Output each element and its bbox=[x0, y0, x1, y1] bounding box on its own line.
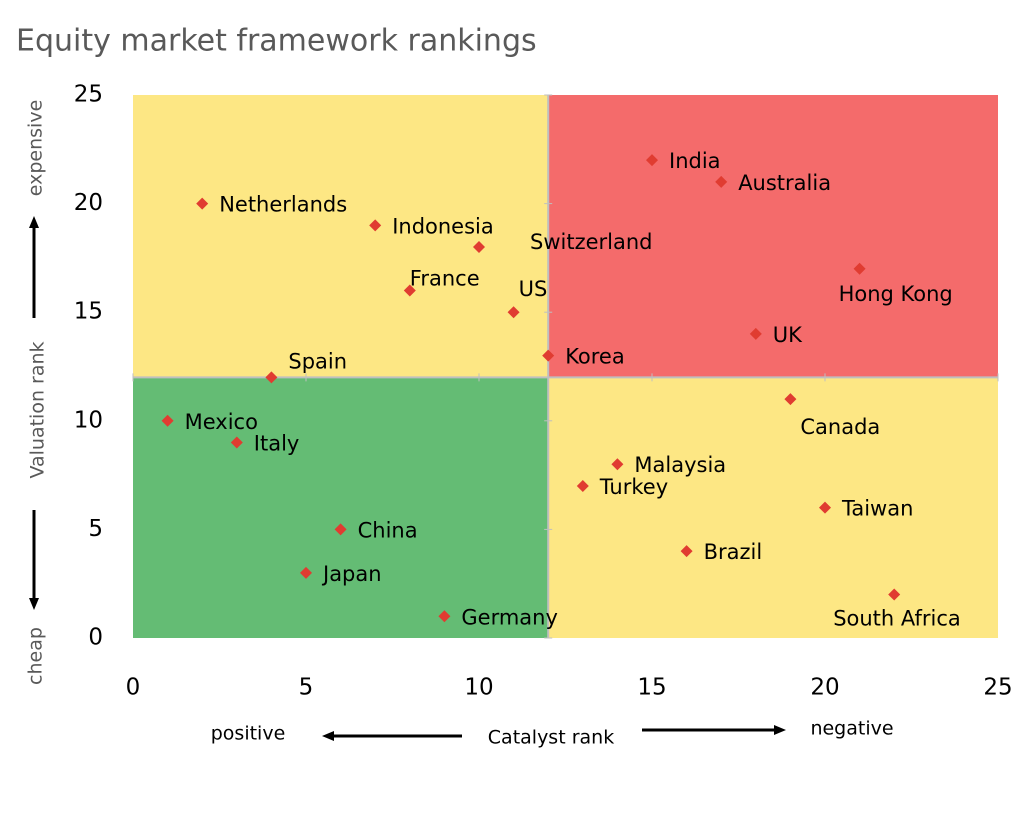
plot-area: 0 5 10 15 20 25 0 5 10 15 20 25 Netherlands Indonesia… bbox=[74, 82, 1013, 701]
point-label: Indonesia bbox=[392, 214, 494, 238]
point-label: Hong Kong bbox=[839, 282, 953, 306]
point bbox=[646, 154, 658, 167]
point-label: Netherlands bbox=[219, 193, 347, 217]
quadrant bbox=[548, 95, 998, 378]
point bbox=[576, 479, 589, 492]
point-label: India bbox=[669, 149, 721, 173]
y-tick-label: 25 bbox=[74, 82, 103, 108]
point bbox=[473, 241, 485, 254]
point bbox=[300, 566, 312, 579]
point bbox=[611, 458, 624, 471]
arrow-head bbox=[322, 731, 334, 741]
point-label: Japan bbox=[321, 562, 382, 586]
point bbox=[196, 197, 209, 210]
x-tick-label: 25 bbox=[983, 675, 1012, 701]
point-label: Taiwan bbox=[841, 497, 913, 521]
point bbox=[819, 501, 831, 514]
point bbox=[542, 349, 555, 362]
point bbox=[403, 284, 416, 297]
point-label: Switzerland bbox=[530, 230, 653, 254]
y-tick-label: 10 bbox=[74, 407, 103, 433]
point-label: Italy bbox=[254, 432, 300, 456]
point bbox=[161, 414, 174, 427]
point bbox=[507, 306, 520, 319]
x-tick-label: 15 bbox=[637, 675, 666, 701]
point-label: China bbox=[358, 518, 418, 542]
point-label: Canada bbox=[800, 415, 880, 439]
point bbox=[715, 175, 728, 188]
arrow-head bbox=[29, 598, 39, 610]
y-tick-label: 15 bbox=[74, 299, 103, 325]
chart-title: Equity market framework rankings bbox=[16, 24, 537, 59]
point bbox=[230, 436, 243, 449]
y-high-label: expensive bbox=[25, 100, 47, 197]
point bbox=[784, 393, 797, 406]
quadrant bbox=[133, 377, 549, 638]
y-tick-label: 0 bbox=[88, 625, 103, 651]
point bbox=[888, 588, 901, 601]
y-tick-label: 20 bbox=[74, 190, 103, 216]
point bbox=[853, 262, 866, 275]
point-label: Malaysia bbox=[634, 453, 726, 477]
point-label: UK bbox=[773, 323, 803, 347]
point bbox=[369, 219, 382, 232]
point bbox=[680, 545, 693, 558]
x-tick-label: 10 bbox=[464, 675, 493, 701]
point bbox=[438, 610, 451, 623]
x-high-label: negative bbox=[810, 718, 893, 740]
quadrant bbox=[133, 95, 549, 378]
x-tick-label: 20 bbox=[810, 675, 839, 701]
point-label: Germany bbox=[461, 605, 558, 629]
point bbox=[265, 371, 278, 384]
point bbox=[749, 327, 762, 340]
x-tick-label: 0 bbox=[126, 675, 141, 701]
y-axis-label: Valuation rank bbox=[27, 341, 49, 478]
point-label: Turkey bbox=[599, 475, 668, 499]
quadrant bbox=[548, 377, 998, 638]
point bbox=[334, 523, 347, 536]
arrow-head bbox=[774, 725, 786, 735]
point-label: Korea bbox=[565, 345, 625, 369]
x-low-label: positive bbox=[211, 723, 286, 745]
point-label: Spain bbox=[288, 349, 347, 373]
y-low-label: cheap bbox=[25, 627, 47, 685]
x-tick-label: 5 bbox=[299, 675, 314, 701]
point-label: Brazil bbox=[704, 540, 763, 564]
point-label: South Africa bbox=[833, 607, 961, 631]
point-label: Mexico bbox=[185, 410, 258, 434]
y-tick-label: 5 bbox=[88, 516, 103, 542]
arrow-head bbox=[29, 216, 39, 228]
x-axis-label: Catalyst rank bbox=[488, 727, 614, 749]
point-label: France bbox=[410, 266, 480, 290]
point-label: US bbox=[519, 277, 548, 301]
point-label: Australia bbox=[738, 171, 831, 195]
